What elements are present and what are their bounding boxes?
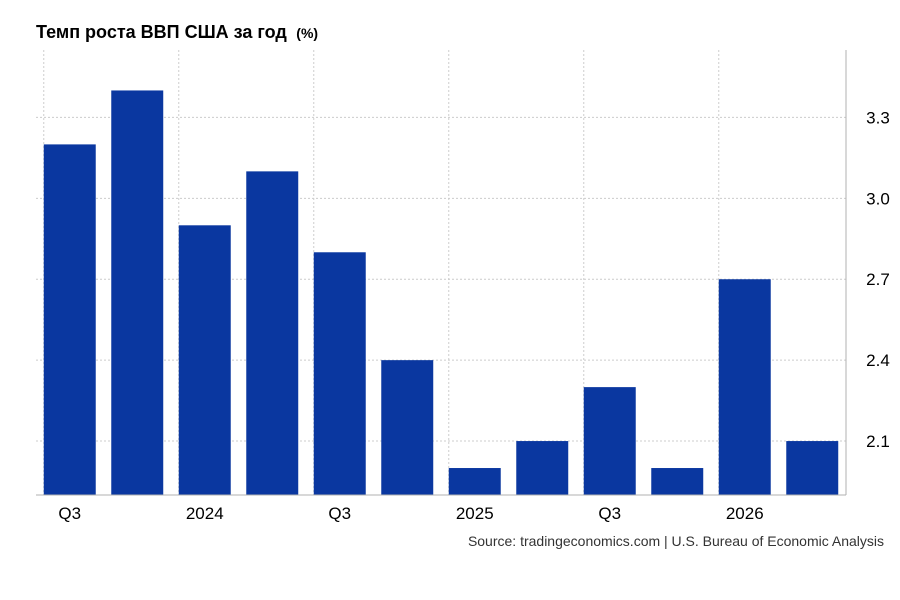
chart-title: Темп роста ВВП США за год (%) [36,22,318,42]
source-note: Source: tradingeconomics.com | U.S. Bure… [468,533,884,549]
bar-11 [786,441,839,495]
y-tick-label-2: 2.7 [866,270,890,289]
y-tick-label-0: 2.1 [866,432,890,451]
bar-7 [516,441,569,495]
bar-4 [313,252,366,495]
x-tick-label-2: Q3 [328,504,351,523]
y-tick-label-3: 3.0 [866,189,890,208]
y-tick-labels: 2.1 2.4 2.7 3.0 3.3 [866,108,890,451]
chart-title-unit: (%) [296,25,318,41]
x-tick-label-5: 2026 [726,504,764,523]
x-tick-label-1: 2024 [186,504,224,523]
bar-10 [718,279,771,495]
y-tick-label-1: 2.4 [866,351,890,370]
axes [36,50,847,496]
y-tick-label-4: 3.3 [866,108,890,127]
bar-3 [246,171,299,495]
x-tick-label-3: 2025 [456,504,494,523]
bar-6 [448,468,501,495]
bar-2 [178,225,231,495]
x-tick-label-0: Q3 [58,504,81,523]
bar-9 [651,468,704,495]
x-tick-labels: Q3 2024 Q3 2025 Q3 2026 [58,504,763,523]
bar-1 [111,90,164,496]
x-tick-label-4: Q3 [598,504,621,523]
grid [36,50,846,495]
bar-5 [381,360,434,495]
bar-0 [43,144,96,496]
chart-title-text: Темп роста ВВП США за год [36,22,287,42]
bar-8 [583,387,636,495]
bars [43,90,839,496]
